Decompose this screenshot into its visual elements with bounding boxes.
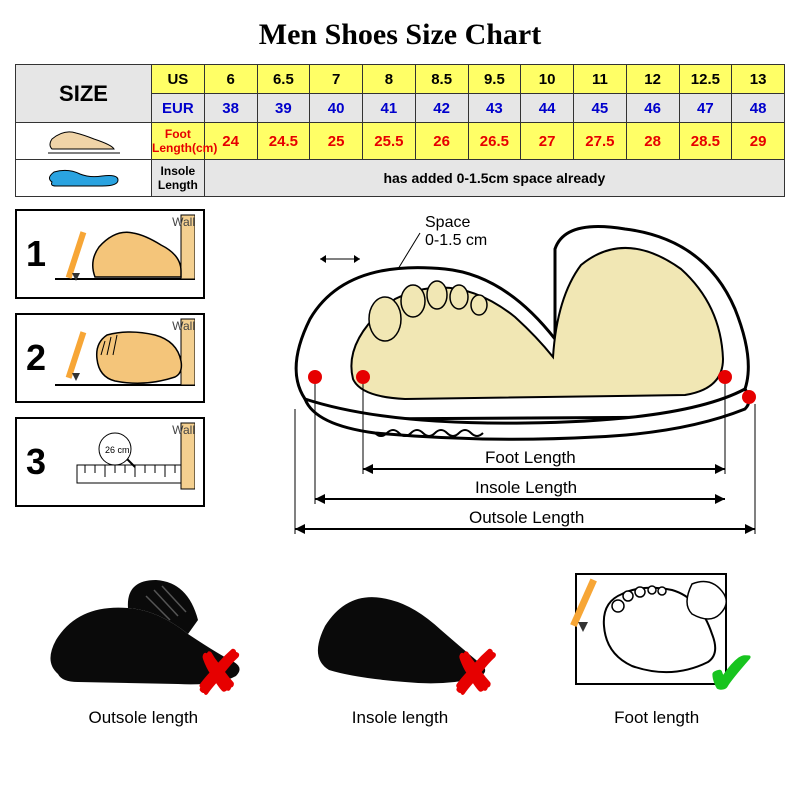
- eur-cell: 44: [521, 94, 574, 123]
- us-cell: 8: [363, 65, 416, 94]
- us-cell: 11: [574, 65, 627, 94]
- eur-cell: 41: [363, 94, 416, 123]
- us-cell: 10: [521, 65, 574, 94]
- outsole-example: ✘ Outsole length: [33, 554, 253, 728]
- us-cell: 9.5: [468, 65, 521, 94]
- outsole-label: Outsole length: [33, 708, 253, 728]
- check-icon: ✔: [706, 644, 756, 704]
- eur-cell: 46: [626, 94, 679, 123]
- eur-cell: 47: [679, 94, 732, 123]
- eur-cell: 38: [204, 94, 257, 123]
- wall-label: Wall: [172, 423, 195, 437]
- foot-example: ✔ Foot length: [547, 554, 767, 728]
- us-header: US: [152, 65, 205, 94]
- shoe-diagram: Space 0-1.5 cm: [215, 209, 785, 544]
- insole-icon: [16, 160, 152, 197]
- foot-cell: 25: [310, 123, 363, 160]
- us-cell: 6.5: [257, 65, 310, 94]
- eur-cell: 48: [732, 94, 785, 123]
- eur-cell: 40: [310, 94, 363, 123]
- svg-text:Outsole Length: Outsole Length: [469, 508, 584, 527]
- ruler-reading: 26 cm: [105, 445, 130, 455]
- insole-label: Insole length: [290, 708, 510, 728]
- us-cell: 13: [732, 65, 785, 94]
- wall-label: Wall: [172, 319, 195, 333]
- insole-header: Insole Length: [152, 160, 205, 197]
- us-cell: 12: [626, 65, 679, 94]
- step-2: 2 Wall: [15, 313, 205, 403]
- foot-icon: [16, 123, 152, 160]
- eur-cell: 42: [415, 94, 468, 123]
- cross-icon: ✘: [450, 644, 500, 704]
- foot-cell: 25.5: [363, 123, 416, 160]
- eur-cell: 43: [468, 94, 521, 123]
- foot-cell: 26: [415, 123, 468, 160]
- foot-cell: 29: [732, 123, 785, 160]
- wall-label: Wall: [172, 215, 195, 229]
- foot-cell: 27: [521, 123, 574, 160]
- insole-example: ✘ Insole length: [290, 554, 510, 728]
- svg-text:Insole Length: Insole Length: [475, 478, 577, 497]
- us-cell: 8.5: [415, 65, 468, 94]
- foot-cell: 24.5: [257, 123, 310, 160]
- step-1: 1 Wall: [15, 209, 205, 299]
- us-cell: 12.5: [679, 65, 732, 94]
- eur-header: EUR: [152, 94, 205, 123]
- svg-text:Space: Space: [425, 214, 470, 231]
- foot-cell: 28: [626, 123, 679, 160]
- measurement-steps: 1 Wall 2 Wa: [15, 209, 215, 544]
- foot-cell: 28.5: [679, 123, 732, 160]
- svg-text:0-1.5 cm: 0-1.5 cm: [425, 232, 487, 249]
- us-cell: 7: [310, 65, 363, 94]
- size-header: SIZE: [16, 65, 152, 123]
- us-cell: 6: [204, 65, 257, 94]
- chart-title: Men Shoes Size Chart: [15, 18, 785, 52]
- step-3: 3 Wall: [15, 417, 205, 507]
- eur-cell: 39: [257, 94, 310, 123]
- foot-cell: 26.5: [468, 123, 521, 160]
- foot-cell: 27.5: [574, 123, 627, 160]
- foot-label: Foot length: [547, 708, 767, 728]
- eur-cell: 45: [574, 94, 627, 123]
- measurement-comparison: ✘ Outsole length ✘ Insole length: [15, 554, 785, 728]
- size-table: SIZE US 6 6.5 7 8 8.5 9.5 10 11 12 12.5 …: [15, 64, 785, 197]
- foot-header: Foot Length(cm): [152, 123, 205, 160]
- cross-icon: ✘: [193, 644, 243, 704]
- svg-text:Foot Length: Foot Length: [485, 448, 576, 467]
- insole-note: has added 0-1.5cm space already: [204, 160, 784, 197]
